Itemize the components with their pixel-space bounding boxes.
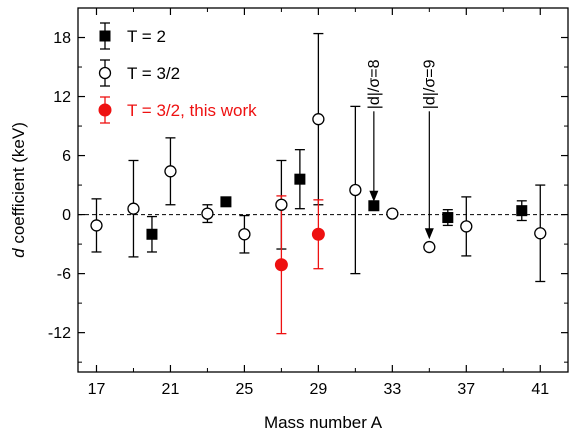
annotation-arrow: |d|/σ=9 (421, 59, 438, 240)
data-point-filled-square (146, 228, 158, 240)
data-point-open-circle (386, 207, 399, 220)
legend-label: T = 2 (127, 27, 166, 46)
x-tick-label: 37 (457, 381, 475, 398)
x-tick-label: 25 (236, 381, 254, 398)
data-point-filled-square (368, 200, 380, 212)
data-point-filled-circle (274, 258, 288, 272)
legend-label: T = 3/2, this work (127, 101, 257, 120)
y-tick-label: -6 (57, 266, 71, 283)
data-point-open-circle (312, 113, 325, 126)
annotation-arrow: |d|/σ=8 (366, 59, 383, 202)
data-point-filled-square (516, 205, 528, 217)
data-point-open-circle (423, 240, 436, 254)
data-point-open-circle (349, 183, 362, 197)
legend-item: T = 3/2 (98, 59, 180, 87)
x-tick-label: 17 (88, 381, 106, 398)
data-point-open-circle (201, 207, 214, 220)
legend-item: T = 3/2, this work (98, 96, 257, 124)
x-tick-label: 33 (383, 381, 401, 398)
data-point-open-circle (460, 220, 473, 233)
legend-label: T = 3/2 (127, 64, 180, 83)
legend-marker (99, 30, 111, 42)
annotation-layer: |d|/σ=8 |d|/σ=9 (366, 59, 438, 240)
data-point-filled-square (442, 212, 454, 224)
y-tick-label: 18 (53, 30, 71, 47)
marker-layer (90, 113, 547, 272)
data-point-open-circle (164, 165, 177, 178)
data-point-filled-square (294, 173, 306, 185)
data-point-filled-circle (311, 227, 325, 241)
y-tick-label: 12 (53, 89, 71, 106)
arrow-head (424, 228, 434, 240)
data-point-filled-square (220, 196, 232, 208)
annotation-label: |d|/σ=8 (366, 59, 383, 109)
data-point-open-circle (90, 219, 103, 232)
y-tick-label: 6 (62, 148, 71, 165)
data-point-open-circle (127, 202, 140, 215)
plot-frame (77, 7, 569, 373)
x-tick-label: 41 (531, 381, 549, 398)
data-point-open-circle (534, 227, 547, 240)
legend: T = 2 T = 3/2 T = 3/2, this work (98, 22, 257, 124)
data-point-open-circle (275, 198, 288, 211)
y-tick-label: 0 (62, 207, 71, 224)
annotation-label: |d|/σ=9 (421, 59, 438, 109)
axis-layer: 17 21 25 29 33 37 41 -12 -6 0 6 12 18 (48, 8, 568, 398)
legend-marker (98, 66, 112, 80)
x-tick-label: 29 (309, 381, 327, 398)
x-axis-title: Mass number A (264, 413, 383, 432)
data-point-open-circle (238, 228, 251, 241)
arrow-head (369, 190, 379, 202)
legend-marker (98, 103, 112, 117)
y-tick-label: -12 (48, 325, 71, 342)
y-axis-title-text: coefficient (keV) (9, 122, 28, 248)
legend-item: T = 2 (99, 22, 166, 50)
y-axis-title: d coefficient (keV) (9, 122, 28, 258)
y-axis-title-symbol: d (9, 248, 28, 258)
x-tick-label: 21 (162, 381, 180, 398)
